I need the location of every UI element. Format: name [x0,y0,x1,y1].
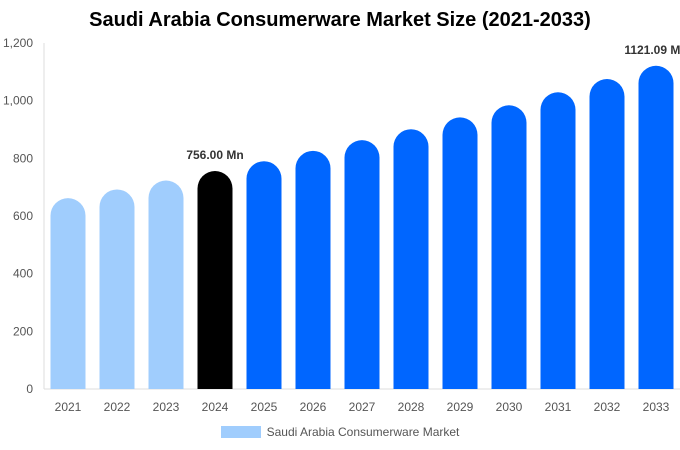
x-tick-label: 2022 [104,400,131,414]
x-tick-label: 2029 [447,400,474,414]
x-tick-label: 2031 [545,400,572,414]
y-tick-label: 0 [26,382,33,396]
bar-2025 [246,161,282,389]
bar-2032 [589,79,625,390]
bar-2028 [393,129,429,389]
x-tick-label: 2023 [153,400,180,414]
y-tick-label: 1,000 [3,94,33,108]
bar-2024 [197,171,233,389]
legend: Saudi Arabia Consumerware Market [0,425,680,439]
legend-swatch [220,426,261,438]
x-tick-label: 2030 [496,400,523,414]
bar-2021 [50,198,86,389]
x-tick-label: 2033 [643,400,670,414]
x-tick-label: 2025 [251,400,278,414]
bar-2033 [638,65,674,389]
y-tick-label: 600 [13,209,33,223]
y-tick-label: 1,200 [3,36,33,50]
x-tick-label: 2032 [594,400,621,414]
bar-2022 [99,189,135,389]
y-tick-label: 800 [13,151,33,165]
bar-2027 [344,140,380,389]
x-tick-label: 2027 [349,400,376,414]
bar-2023 [148,180,184,389]
x-tick-label: 2028 [398,400,425,414]
x-tick-label: 2026 [300,400,327,414]
x-tick-label: 2021 [55,400,82,414]
x-tick-label: 2024 [202,400,229,414]
y-tick-label: 400 [13,267,33,281]
legend-label: Saudi Arabia Consumerware Market [266,425,460,439]
bar-2026 [295,150,331,389]
data-label-2024: 756.00 Mn [186,148,243,162]
bar-2031 [540,92,576,390]
bar-2029 [442,117,478,389]
chart-title: Saudi Arabia Consumerware Market Size (2… [89,9,591,31]
bar-2030 [491,105,527,389]
data-label-2033: 1121.09 Mn [624,43,680,57]
y-tick-label: 200 [13,324,33,338]
